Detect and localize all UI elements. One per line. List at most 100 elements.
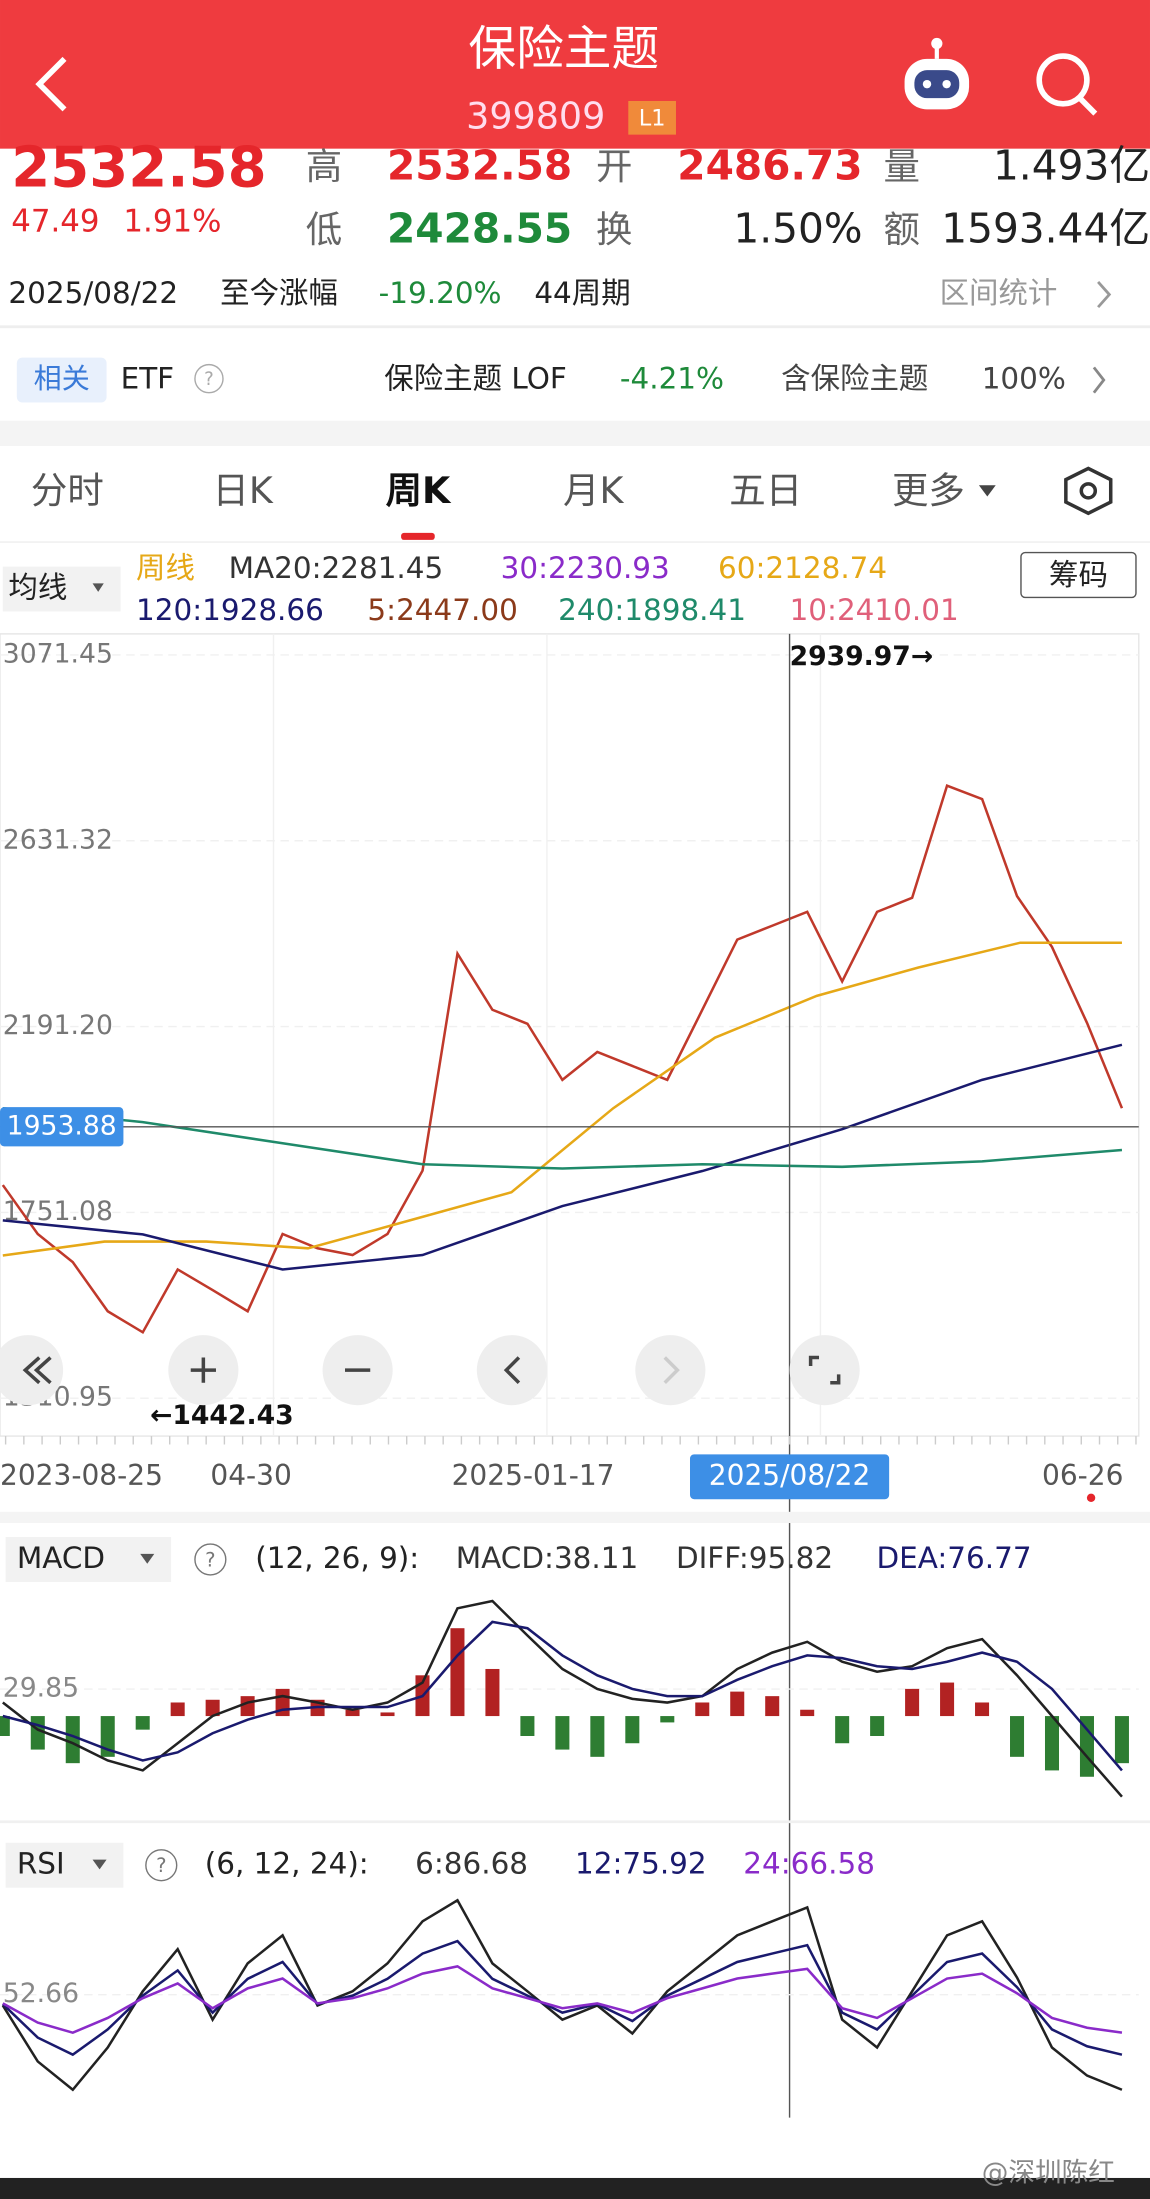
field-value: 1.50% bbox=[733, 204, 862, 252]
tab[interactable]: 月K bbox=[563, 469, 624, 512]
series-line bbox=[2, 1043, 1123, 1271]
x-tick-label: 2023-08-25 bbox=[0, 1459, 163, 1492]
button-icon bbox=[663, 1356, 680, 1385]
x-tick-label: 06-26 bbox=[1042, 1459, 1123, 1492]
histogram-bar bbox=[905, 1688, 920, 1717]
help-icon[interactable] bbox=[194, 1543, 227, 1576]
divider bbox=[0, 541, 1150, 543]
chip-button[interactable] bbox=[1020, 551, 1137, 599]
range-period: 44周期 bbox=[534, 276, 630, 310]
tab[interactable]: 周K bbox=[386, 469, 452, 512]
legend-entry: 5:2447.00 bbox=[367, 593, 517, 627]
legend-entry: 60:2128.74 bbox=[718, 551, 887, 585]
histogram-bar bbox=[765, 1696, 780, 1717]
series-line bbox=[1, 783, 1124, 1335]
histogram-bar bbox=[65, 1716, 80, 1764]
dot bbox=[1086, 1493, 1096, 1502]
histogram-bar bbox=[135, 1716, 150, 1730]
series-line bbox=[2, 941, 1122, 1257]
params: (12, 26, 9): bbox=[255, 1541, 419, 1575]
bottom-bar bbox=[0, 2177, 1150, 2199]
help-icon[interactable] bbox=[145, 1849, 178, 1882]
field-label: 低 bbox=[306, 208, 342, 251]
readout: 6:86.68 bbox=[415, 1847, 528, 1881]
button-icon bbox=[808, 1355, 841, 1385]
watermark: @深圳陈红 bbox=[982, 2157, 1115, 2188]
legend-entry: MA20:2281.45 bbox=[229, 551, 444, 585]
level: L1 bbox=[639, 106, 666, 132]
tab[interactable]: 分时 bbox=[31, 469, 104, 512]
divider-band bbox=[0, 420, 1150, 446]
range-label: 至今涨幅 bbox=[220, 276, 338, 310]
readout: DIFF:95.82 bbox=[676, 1541, 833, 1575]
tab[interactable]: 五日 bbox=[729, 469, 802, 512]
selector[interactable]: RSI bbox=[17, 1847, 65, 1881]
settings-icon[interactable] bbox=[1064, 466, 1113, 516]
chevron bbox=[1097, 280, 1112, 309]
fund[interactable]: 保险主题 LOF bbox=[384, 362, 567, 396]
chip[interactable]: 筹码 bbox=[1049, 558, 1108, 592]
etf[interactable]: ETF bbox=[121, 362, 175, 396]
crosshair-box bbox=[0, 1107, 124, 1147]
x-tick-label: 04-30 bbox=[210, 1459, 291, 1492]
histogram-bar bbox=[345, 1709, 360, 1717]
histogram-bar bbox=[555, 1716, 570, 1750]
help-mark: ? bbox=[204, 369, 214, 390]
histogram-bar bbox=[520, 1716, 535, 1736]
x-cursor-box bbox=[689, 1454, 890, 1500]
tag-bg bbox=[16, 357, 107, 403]
histogram-bar bbox=[660, 1716, 675, 1723]
legend-entry: 120:1928.66 bbox=[136, 593, 324, 627]
range-stat[interactable]: 区间统计 bbox=[940, 276, 1058, 310]
chart-button[interactable] bbox=[789, 1335, 860, 1406]
histogram-bar bbox=[100, 1716, 115, 1757]
histogram-bar bbox=[940, 1682, 955, 1717]
y-tick-label: 2631.32 bbox=[3, 824, 113, 855]
histogram-bar bbox=[975, 1702, 990, 1717]
ma-selector[interactable]: 均线 bbox=[8, 571, 67, 605]
ma-selector-bg[interactable] bbox=[2, 566, 121, 612]
chart-button[interactable] bbox=[635, 1335, 706, 1406]
legend-entry: 240:1898.41 bbox=[558, 593, 746, 627]
code: 399809 bbox=[466, 94, 605, 137]
selector-bg[interactable] bbox=[5, 1842, 124, 1888]
selector[interactable]: MACD bbox=[17, 1541, 105, 1575]
dropdown-arrow bbox=[140, 1553, 155, 1564]
title: 保险主题 bbox=[468, 22, 659, 77]
tab-indicator bbox=[401, 532, 435, 540]
button-icon bbox=[503, 1356, 521, 1385]
histogram-bar bbox=[730, 1691, 745, 1717]
chart-button[interactable] bbox=[0, 1335, 64, 1406]
high-label: 2939.97→ bbox=[790, 641, 934, 672]
selector-bg[interactable] bbox=[5, 1537, 172, 1582]
series-line bbox=[2, 1599, 1123, 1798]
help-mark: ? bbox=[156, 1854, 166, 1877]
robot-icon[interactable] bbox=[904, 37, 970, 110]
change: 47.49 bbox=[11, 203, 99, 239]
field-value: 2486.73 bbox=[677, 141, 862, 189]
dropdown-arrow bbox=[92, 1859, 107, 1870]
divider bbox=[0, 325, 1150, 329]
y-tick-label: 29.85 bbox=[3, 1673, 79, 1704]
field-value: 1.493亿 bbox=[993, 141, 1150, 189]
histogram-bar bbox=[240, 1696, 255, 1717]
readout: DEA:76.77 bbox=[877, 1541, 1032, 1575]
legend-entry: 周线 bbox=[136, 551, 195, 585]
chart-button[interactable] bbox=[476, 1335, 547, 1406]
histogram-bar bbox=[1010, 1716, 1025, 1757]
series-line bbox=[2, 1620, 1123, 1772]
holding[interactable]: 含保险主题 bbox=[781, 362, 928, 396]
tab[interactable]: 日K bbox=[212, 469, 273, 512]
tab[interactable]: 更多 bbox=[892, 469, 965, 512]
search-icon[interactable] bbox=[1036, 53, 1098, 116]
range-pct: -19.20% bbox=[379, 276, 502, 310]
histogram-bar bbox=[1044, 1716, 1060, 1771]
readout: 12:75.92 bbox=[575, 1847, 707, 1881]
related-tag: 相关 bbox=[34, 362, 90, 395]
help-icon[interactable] bbox=[194, 363, 224, 394]
divider bbox=[0, 1820, 1150, 1824]
series-line bbox=[2, 1964, 1123, 2035]
chevron bbox=[1092, 366, 1106, 394]
back-button[interactable] bbox=[35, 56, 67, 112]
